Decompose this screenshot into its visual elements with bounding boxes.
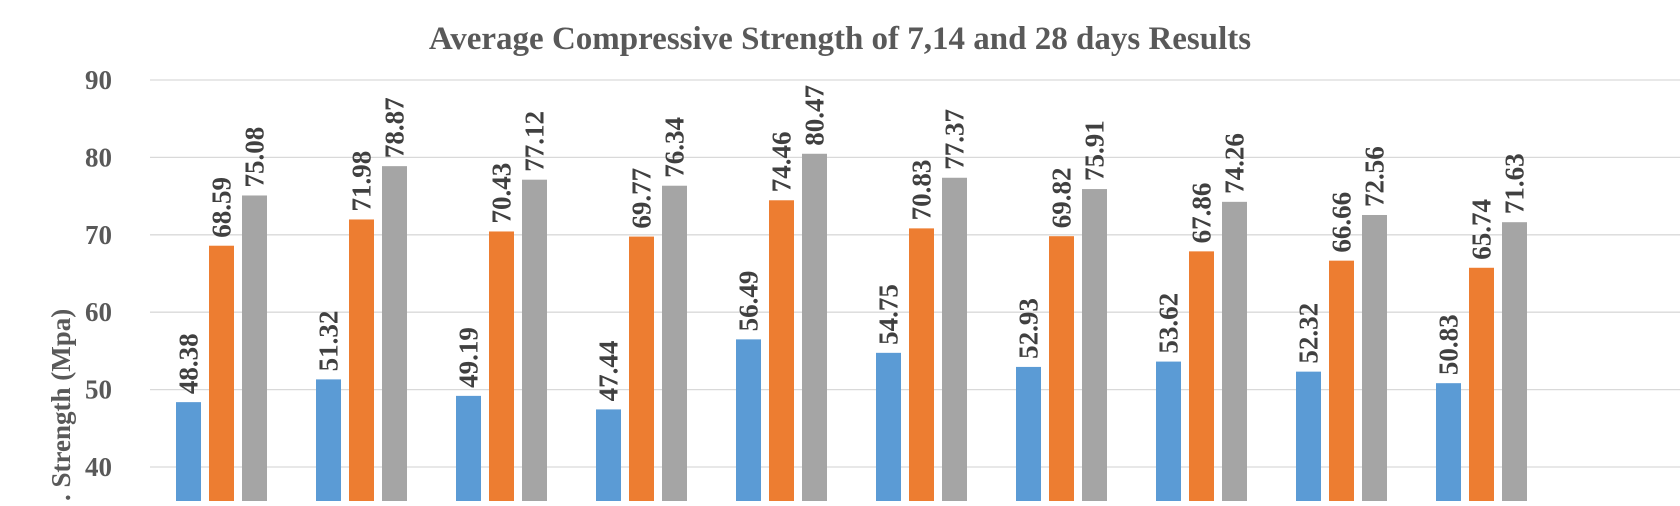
- data-label: 80.47: [800, 85, 830, 146]
- bar: [876, 352, 901, 501]
- bar: [942, 177, 967, 501]
- bar: [736, 339, 761, 501]
- bar: [1049, 236, 1074, 501]
- data-label: 70.43: [487, 163, 517, 224]
- bar: [316, 379, 341, 501]
- y-tick-label: 40: [85, 452, 112, 482]
- data-label: 51.32: [314, 311, 344, 372]
- bar: [1222, 201, 1247, 501]
- bar: [769, 200, 794, 501]
- bar: [1296, 371, 1321, 501]
- data-label: 56.49: [734, 271, 764, 332]
- bar: [1189, 251, 1214, 501]
- bar: [1016, 366, 1041, 501]
- bar: [1082, 189, 1107, 502]
- bar: [596, 409, 621, 501]
- bar: [1469, 267, 1494, 501]
- data-label: 71.98: [347, 151, 377, 212]
- y-axis-ticks: 40 50 60 70 80 90: [85, 65, 112, 482]
- data-label: 54.75: [874, 284, 904, 345]
- bar: [456, 395, 481, 501]
- bar: [382, 166, 407, 502]
- data-label: 75.91: [1080, 120, 1110, 181]
- bar: [522, 179, 547, 501]
- bar: [1436, 383, 1461, 501]
- data-label: 52.32: [1294, 303, 1324, 364]
- data-labels: 48.38 51.32 49.19 47.44 56.49 54.75 52.93 53.62…: [174, 85, 1530, 401]
- data-label: 65.74: [1467, 199, 1497, 260]
- data-label: 67.86: [1187, 183, 1217, 244]
- data-label: 77.37: [940, 109, 970, 170]
- data-label: 53.62: [1154, 293, 1184, 354]
- y-axis-label: . Strength (Mpa): [46, 309, 76, 501]
- bars: [176, 153, 1527, 502]
- bar: [1156, 361, 1181, 501]
- bar: [242, 195, 267, 501]
- y-tick-label: 50: [85, 375, 112, 405]
- data-label: 49.19: [454, 327, 484, 388]
- data-label: 71.63: [1500, 153, 1530, 214]
- data-label: 76.34: [660, 117, 690, 178]
- y-tick-label: 60: [85, 297, 112, 327]
- data-label: 48.38: [174, 333, 204, 394]
- data-label: 74.46: [767, 132, 797, 193]
- data-label: 70.83: [907, 160, 937, 221]
- bar: [662, 185, 687, 501]
- bar: [1362, 214, 1387, 501]
- bar: [489, 231, 514, 501]
- bar: [1502, 222, 1527, 501]
- bar: [176, 402, 201, 501]
- data-label: 69.82: [1047, 167, 1077, 228]
- bar: [349, 219, 374, 501]
- bar: [629, 236, 654, 501]
- data-label: 52.93: [1014, 298, 1044, 359]
- data-label: 78.87: [380, 97, 410, 158]
- chart-title: Average Compressive Strength of 7,14 and…: [429, 21, 1251, 57]
- data-label: 69.77: [627, 168, 657, 229]
- data-label: 66.66: [1327, 192, 1357, 253]
- data-label: 77.12: [520, 111, 550, 172]
- data-label: 68.59: [207, 177, 237, 238]
- y-tick-label: 80: [85, 142, 112, 172]
- y-tick-label: 90: [85, 65, 112, 95]
- y-tick-label: 70: [85, 220, 112, 250]
- data-label: 75.08: [240, 127, 270, 188]
- data-label: 74.26: [1220, 133, 1250, 194]
- bar: [1329, 260, 1354, 501]
- bar: [802, 153, 827, 501]
- bar: [909, 228, 934, 501]
- data-label: 47.44: [594, 341, 624, 402]
- data-label: 50.83: [1434, 314, 1464, 375]
- bar: [209, 245, 234, 501]
- data-label: 72.56: [1360, 146, 1390, 207]
